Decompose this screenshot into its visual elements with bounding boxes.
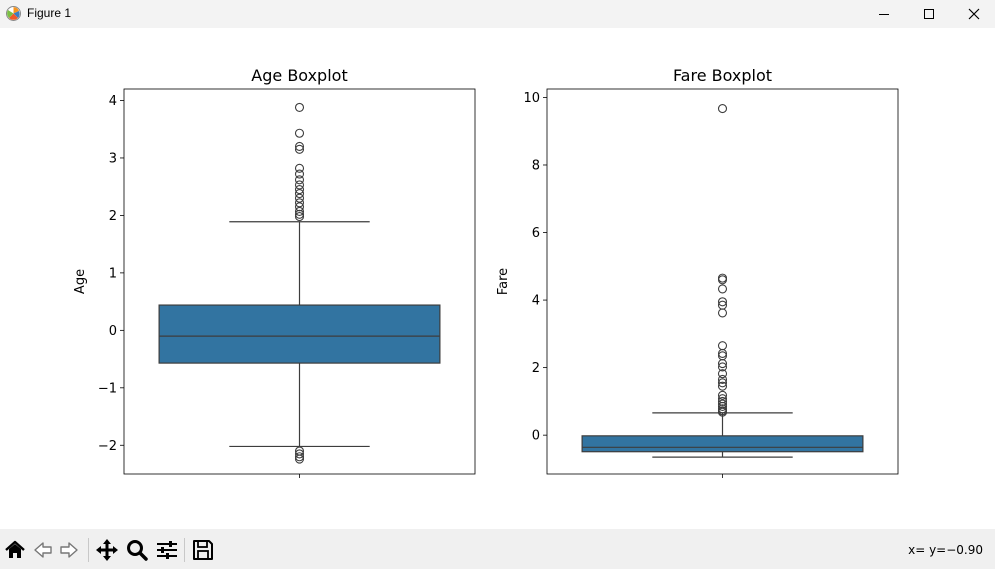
outlier-point-0-11 [294, 198, 305, 208]
outlier-point-0-5 [294, 169, 305, 179]
toolbar-separator [88, 538, 89, 562]
figure-plot: Age Boxplot Age −2 −1 0 1 2 3 4 Fare Boxplot Fare 0… [73, 66, 899, 478]
outlier-point-1-10 [717, 359, 728, 369]
y-tick-label-0-5: 3 [109, 151, 117, 166]
y-tick-label-0-6: 4 [109, 94, 117, 109]
outlier-point-0-14 [294, 209, 305, 219]
back-button[interactable] [30, 537, 56, 563]
y-tick-label-0-2: 0 [109, 324, 117, 339]
cursor-coordinates: x= y=−0.90 [908, 543, 983, 557]
y-tick-label-1-4: 8 [532, 158, 540, 173]
outlier-point-1-6 [717, 308, 728, 318]
chart-title-0: Age Boxplot [251, 66, 347, 85]
y-tick-label-1-3: 6 [532, 226, 540, 241]
minimize-button[interactable] [861, 0, 907, 28]
toolbar-separator [184, 538, 185, 562]
window-title: Figure 1 [27, 6, 72, 20]
iqr-box-1 [581, 435, 864, 453]
outlier-point-1-3 [717, 284, 728, 294]
outlier-point-1-11 [717, 362, 728, 372]
y-axis-label-0: Age [73, 269, 88, 294]
outlier-point-1-13 [717, 374, 728, 384]
configure-subplots-button[interactable] [154, 537, 180, 563]
y-tick-label-1-0: 0 [532, 429, 540, 444]
outlier-point-0-2 [294, 141, 305, 152]
forward-button[interactable] [56, 537, 82, 563]
outlier-point-0-6 [294, 175, 305, 185]
close-button[interactable] [951, 0, 995, 28]
outlier-point-0-3 [294, 144, 305, 154]
close-icon [968, 8, 980, 20]
outlier-point-1-23 [717, 407, 728, 417]
maximize-button[interactable] [906, 0, 952, 28]
outlier-point-0-19 [294, 454, 305, 464]
outlier-point-0-13 [294, 206, 305, 216]
chart-title-1: Fare Boxplot [673, 66, 772, 85]
outlier-point-1-20 [717, 401, 728, 412]
outlier-point-1-0 [717, 104, 728, 114]
zoom-button[interactable] [124, 537, 150, 563]
maximize-icon [924, 9, 934, 19]
zoom-icon [127, 540, 148, 561]
title-bar: Figure 1 [0, 0, 995, 28]
home-icon [5, 540, 25, 558]
outlier-point-1-2 [717, 275, 728, 285]
navigation-toolbar: x= y=−0.90 [0, 529, 995, 569]
outlier-point-0-8 [294, 185, 305, 195]
y-tick-label-1-1: 2 [532, 361, 540, 376]
outlier-point-0-18 [294, 452, 305, 462]
y-tick-label-0-1: −1 [98, 381, 117, 396]
minimize-icon [879, 14, 889, 15]
outlier-point-1-18 [717, 396, 728, 406]
back-icon [34, 542, 52, 558]
pan-icon [96, 539, 118, 561]
outlier-point-0-15 [294, 212, 305, 222]
outlier-point-1-14 [717, 378, 728, 388]
pan-button[interactable] [94, 537, 120, 563]
home-button[interactable] [2, 537, 28, 563]
outlier-point-1-4 [717, 297, 728, 307]
outlier-point-0-17 [294, 449, 305, 459]
iqr-box-0 [158, 304, 441, 364]
y-tick-label-1-5: 10 [523, 91, 540, 106]
save-icon [193, 540, 213, 560]
forward-icon [60, 542, 78, 558]
y-tick-label-1-2: 4 [532, 294, 540, 309]
outlier-point-0-7 [294, 180, 305, 190]
outlier-point-0-10 [294, 193, 305, 203]
outlier-point-0-9 [294, 189, 305, 199]
save-button[interactable] [190, 537, 216, 563]
outlier-point-1-12 [717, 369, 728, 379]
y-tick-label-0-3: 1 [109, 266, 117, 281]
configure-subplots-icon [157, 541, 177, 559]
y-axis-label-1: Fare [496, 268, 511, 295]
outlier-point-1-15 [717, 381, 728, 391]
outlier-point-0-1 [294, 128, 305, 138]
outlier-point-0-0 [294, 102, 305, 112]
outlier-point-1-8 [717, 348, 728, 358]
y-tick-label-0-0: −2 [98, 439, 117, 454]
outlier-point-1-16 [717, 390, 728, 400]
figure-canvas[interactable]: Age Boxplot Age −2 −1 0 1 2 3 4 Fare Boxplot Fare 0… [0, 28, 995, 529]
outlier-point-0-4 [294, 163, 305, 173]
y-tick-label-0-4: 2 [109, 209, 117, 224]
matplotlib-icon [6, 6, 21, 21]
outlier-point-1-7 [717, 341, 728, 351]
